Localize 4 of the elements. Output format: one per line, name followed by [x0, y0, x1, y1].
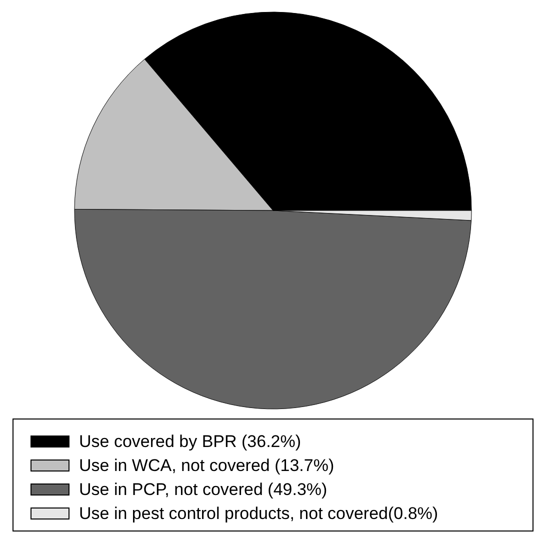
legend-label: Use in pest control products, not covered(0.8%): [79, 504, 438, 523]
legend-label: Use covered by BPR (36.2%): [79, 432, 302, 451]
legend-label: Use in WCA, not covered (13.7%): [79, 456, 334, 475]
legend-label: Use in PCP, not covered (49.3%): [79, 480, 328, 499]
